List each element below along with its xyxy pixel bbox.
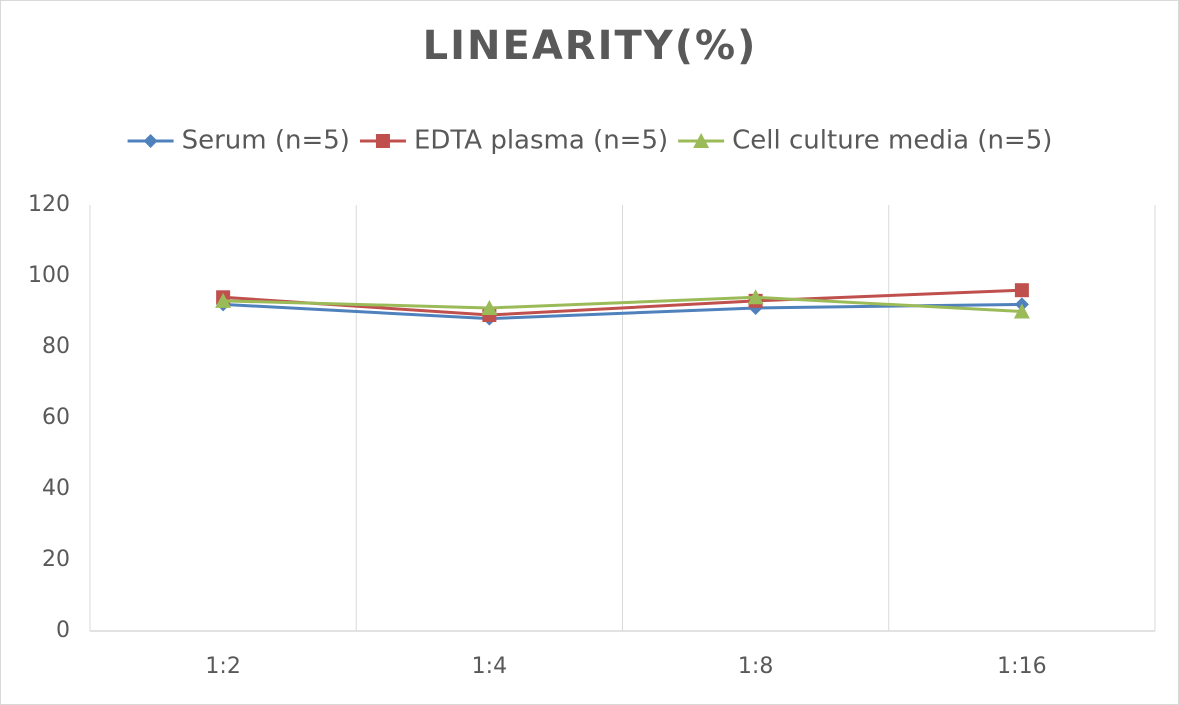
legend-item: EDTA plasma (n=5) [359,126,668,156]
marker [481,299,498,315]
x-tick-label: 1:4 [472,654,507,679]
legend-item: Serum (n=5) [127,126,350,156]
marker [747,289,764,305]
series-line [223,288,1022,317]
legend: Serum (n=5) EDTA plasma (n=5) Cell culture… [127,126,1052,156]
legend-label: EDTA plasma (n=5) [414,126,668,156]
legend-item: Cell culture media (n=5) [678,126,1052,156]
series-line [223,302,1022,321]
marker [1013,303,1030,319]
y-tick-label: 0 [56,618,70,643]
y-tick-label: 20 [42,547,70,572]
y-tick-label: 60 [42,405,70,430]
y-tick-label: 100 [28,263,70,288]
y-tick-label: 120 [28,192,70,217]
marker [693,133,710,148]
series-line [223,295,1022,313]
marker [1014,283,1029,298]
marker [375,134,390,148]
marker [143,134,158,148]
y-tick-label: 80 [42,334,70,359]
marker [215,292,232,308]
x-tick-label: 1:2 [205,654,240,679]
x-tick-label: 1:8 [738,654,773,679]
y-tick-label: 40 [42,476,70,501]
chart-title: LINEARITY(%) [423,23,758,69]
x-tick-label: 1:16 [997,654,1046,679]
legend-label: Serum (n=5) [182,126,350,156]
legend-label: Cell culture media (n=5) [732,126,1052,156]
